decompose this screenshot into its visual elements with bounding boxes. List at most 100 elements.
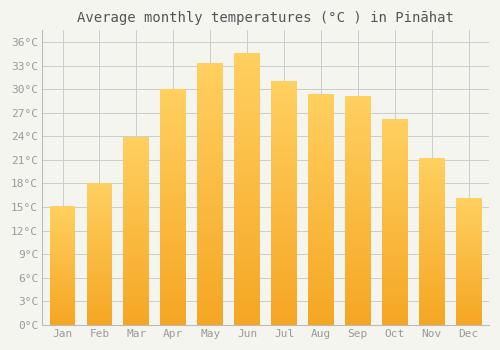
- Bar: [86, 190, 113, 192]
- Bar: [345, 235, 371, 238]
- Bar: [86, 188, 113, 189]
- Bar: [234, 262, 260, 265]
- Bar: [160, 190, 186, 192]
- Bar: [50, 231, 76, 232]
- Bar: [308, 241, 334, 244]
- Bar: [50, 277, 76, 279]
- Bar: [382, 164, 407, 166]
- Bar: [160, 186, 186, 188]
- Bar: [308, 94, 334, 96]
- Bar: [345, 201, 371, 203]
- Bar: [382, 313, 407, 314]
- Bar: [86, 208, 113, 209]
- Bar: [419, 288, 444, 290]
- Bar: [308, 145, 334, 147]
- Bar: [198, 74, 223, 76]
- Bar: [234, 208, 260, 211]
- Bar: [419, 310, 444, 312]
- Bar: [198, 131, 223, 134]
- Bar: [160, 322, 186, 325]
- Bar: [382, 290, 407, 292]
- Bar: [50, 230, 76, 231]
- Bar: [160, 124, 186, 126]
- Bar: [198, 168, 223, 170]
- Bar: [234, 249, 260, 251]
- Bar: [271, 181, 297, 183]
- Bar: [419, 220, 444, 222]
- Bar: [345, 121, 371, 123]
- Bar: [160, 157, 186, 159]
- Bar: [50, 307, 76, 308]
- Bar: [50, 238, 76, 239]
- Bar: [456, 294, 481, 295]
- Bar: [382, 203, 407, 205]
- Bar: [456, 217, 481, 218]
- Bar: [382, 251, 407, 253]
- Bar: [234, 306, 260, 308]
- Bar: [234, 53, 260, 56]
- Bar: [419, 225, 444, 226]
- Bar: [419, 321, 444, 323]
- Bar: [456, 213, 481, 214]
- Bar: [419, 276, 444, 278]
- Bar: [456, 220, 481, 222]
- Bar: [160, 93, 186, 96]
- Bar: [308, 322, 334, 325]
- Bar: [419, 273, 444, 275]
- Bar: [124, 186, 150, 188]
- Bar: [234, 219, 260, 222]
- Bar: [271, 159, 297, 161]
- Bar: [308, 128, 334, 131]
- Bar: [456, 316, 481, 317]
- Bar: [124, 216, 150, 218]
- Bar: [271, 98, 297, 100]
- Bar: [382, 226, 407, 228]
- Bar: [50, 218, 76, 219]
- Bar: [345, 148, 371, 150]
- Bar: [419, 233, 444, 235]
- Bar: [234, 311, 260, 314]
- Bar: [86, 250, 113, 251]
- Bar: [124, 180, 150, 182]
- Bar: [198, 307, 223, 309]
- Bar: [160, 266, 186, 268]
- Bar: [271, 166, 297, 169]
- Bar: [50, 280, 76, 281]
- Bar: [234, 64, 260, 67]
- Bar: [308, 168, 334, 170]
- Bar: [124, 272, 150, 274]
- Bar: [345, 125, 371, 128]
- Bar: [419, 286, 444, 288]
- Bar: [308, 166, 334, 168]
- Bar: [124, 315, 150, 317]
- Bar: [382, 185, 407, 187]
- Bar: [50, 269, 76, 270]
- Bar: [198, 111, 223, 113]
- Bar: [124, 246, 150, 248]
- Bar: [271, 322, 297, 325]
- Bar: [271, 303, 297, 305]
- Bar: [345, 208, 371, 210]
- Bar: [308, 288, 334, 290]
- Bar: [419, 260, 444, 261]
- Bar: [382, 208, 407, 210]
- Bar: [234, 194, 260, 197]
- Bar: [50, 295, 76, 296]
- Bar: [271, 317, 297, 320]
- Bar: [271, 281, 297, 283]
- Bar: [345, 302, 371, 304]
- Bar: [198, 178, 223, 181]
- Bar: [198, 134, 223, 136]
- Bar: [345, 160, 371, 162]
- Bar: [308, 163, 334, 166]
- Bar: [124, 284, 150, 285]
- Bar: [198, 116, 223, 118]
- Bar: [419, 280, 444, 281]
- Bar: [86, 292, 113, 294]
- Bar: [124, 167, 150, 169]
- Bar: [160, 242, 186, 244]
- Bar: [308, 202, 334, 205]
- Bar: [271, 120, 297, 122]
- Bar: [234, 137, 260, 140]
- Bar: [308, 219, 334, 221]
